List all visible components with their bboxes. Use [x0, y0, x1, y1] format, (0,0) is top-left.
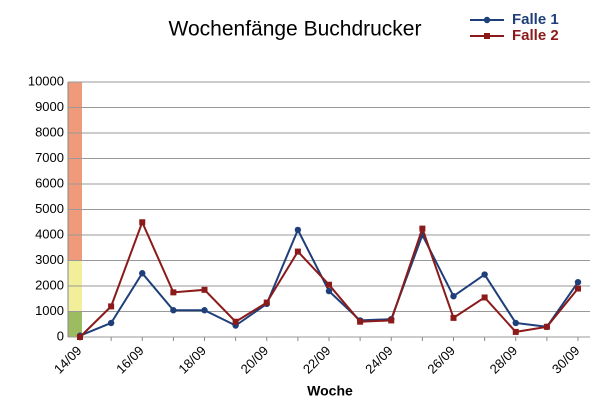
x-tick-label: 28/09 [487, 343, 521, 377]
chart-title: Wochenfänge Buchdrucker [169, 18, 422, 41]
point [108, 303, 115, 310]
x-tick-label: 14/09 [51, 343, 85, 377]
y-tick-label: 6000 [35, 175, 64, 190]
x-tick-label: 30/09 [549, 343, 583, 377]
threshold-band [68, 82, 82, 261]
x-axis-title: Woche [307, 383, 353, 399]
point [263, 299, 270, 306]
y-tick-label: 8000 [35, 124, 64, 139]
point [450, 293, 457, 300]
x-tick-label: 20/09 [238, 343, 272, 377]
point [512, 328, 519, 335]
y-tick-label: 2000 [35, 277, 64, 292]
point [326, 281, 332, 288]
point [294, 248, 301, 255]
legend-marker [483, 16, 491, 24]
threshold-band [68, 311, 82, 337]
y-tick-label: 4000 [35, 226, 64, 241]
point [419, 225, 426, 232]
series-line [79, 219, 579, 338]
y-tick-label: 10000 [28, 73, 64, 88]
y-tick-label: 0 [57, 328, 64, 343]
point [575, 285, 581, 292]
point [512, 319, 519, 327]
point [481, 294, 488, 301]
y-tick-label: 1000 [35, 303, 64, 318]
point [481, 271, 488, 278]
point [357, 318, 364, 325]
legend-label: Falle 1 [512, 11, 559, 28]
x-tick-label: 22/09 [300, 343, 334, 377]
x-tick-label: 24/09 [362, 343, 396, 377]
point [294, 226, 302, 234]
point [107, 319, 115, 327]
point [201, 286, 208, 293]
y-tick-label: 3000 [35, 252, 64, 267]
x-tick-label: 16/09 [113, 343, 147, 377]
point [170, 289, 177, 296]
point [325, 287, 333, 295]
x-tick-label: 26/09 [424, 343, 458, 377]
point [139, 219, 146, 226]
point [543, 323, 550, 330]
point [139, 270, 146, 277]
point [574, 278, 582, 286]
y-tick-label: 7000 [35, 150, 64, 165]
point [170, 307, 177, 314]
y-tick-label: 5000 [35, 201, 64, 216]
legend-label: Falle 2 [512, 27, 559, 44]
point [450, 314, 457, 321]
legend-marker [484, 33, 490, 39]
point [201, 307, 208, 314]
point [232, 318, 239, 325]
point [77, 334, 83, 340]
point [388, 317, 395, 324]
x-tick-label: 18/09 [175, 343, 209, 377]
y-tick-label: 9000 [35, 99, 64, 114]
